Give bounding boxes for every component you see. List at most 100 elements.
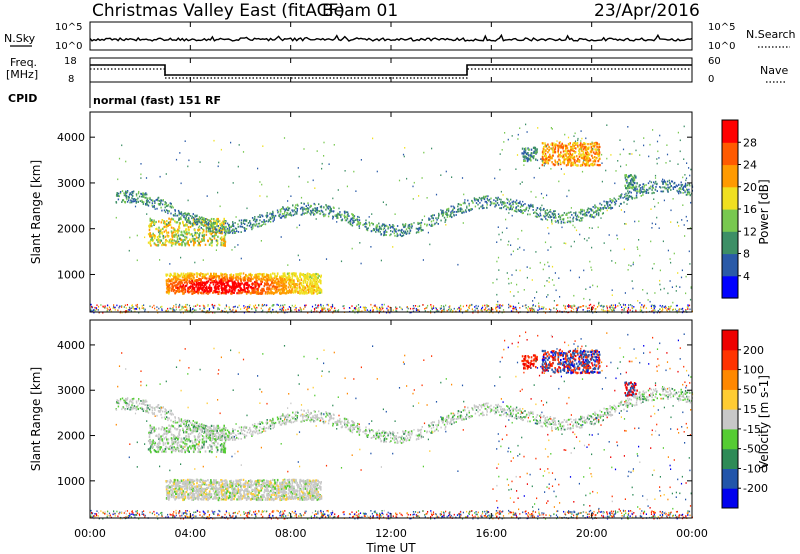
power-cell [186, 275, 189, 278]
power-cell [654, 182, 656, 185]
power-cell [202, 229, 205, 232]
power-cell [184, 290, 187, 294]
power-cell [177, 231, 179, 234]
power-cell [255, 292, 258, 295]
power-cell [348, 220, 350, 223]
power-cell [576, 164, 578, 167]
power-cell [147, 204, 150, 207]
power-cell [274, 214, 277, 217]
power-cell [324, 214, 326, 217]
power-cell [291, 309, 293, 312]
power-cell [631, 197, 633, 200]
power-cell [521, 204, 523, 207]
power-cell [469, 304, 471, 307]
power-cell [250, 226, 252, 229]
power-cell [266, 212, 268, 214]
power-cell [587, 156, 589, 159]
power-cell [237, 279, 239, 282]
power-cell [258, 304, 260, 307]
power-cell [169, 272, 172, 275]
power-cell [639, 302, 641, 304]
power-cell [554, 210, 556, 212]
power-cell [395, 309, 397, 312]
power-cell [304, 304, 306, 307]
power-cell [609, 308, 611, 310]
power-cell [504, 202, 506, 204]
power-cell [293, 279, 295, 282]
power-cell [172, 310, 174, 312]
power-cell [450, 205, 452, 208]
power-cell [169, 275, 171, 278]
power-cell [195, 218, 198, 221]
power-cell [496, 293, 498, 296]
power-cell [662, 182, 664, 185]
power-cell [285, 208, 287, 211]
power-cell [243, 290, 245, 293]
power-cell [351, 305, 353, 307]
power-cell [344, 212, 346, 214]
power-cell [236, 292, 238, 295]
power-cell [283, 309, 285, 312]
power-cell [168, 223, 170, 226]
power-cell [272, 272, 274, 275]
power-cell [341, 219, 343, 222]
power-cell [316, 292, 319, 295]
power-cell [165, 283, 168, 287]
power-cell [254, 216, 256, 218]
power-cell [287, 206, 289, 209]
power-cell [172, 286, 174, 289]
power-cell [373, 305, 375, 307]
power-cell [557, 146, 559, 149]
power-cell [317, 276, 319, 279]
power-cell [96, 308, 98, 311]
power-cell [196, 231, 198, 235]
power-cell [236, 273, 238, 276]
power-cell [386, 225, 388, 227]
power-cell [542, 209, 544, 211]
power-cell [574, 214, 577, 217]
power-cell [179, 279, 182, 282]
power-cell [131, 195, 134, 197]
power-cell [251, 274, 253, 277]
power-cell [417, 229, 420, 232]
power-cell [396, 307, 398, 310]
power-cell [572, 144, 575, 147]
power-cell [364, 309, 366, 311]
power-cell [279, 216, 282, 219]
power-cell [531, 152, 533, 155]
power-cell [208, 221, 210, 224]
power-cell [181, 287, 183, 290]
power-cell [311, 305, 314, 308]
power-cell [165, 309, 167, 312]
power-cell [521, 212, 524, 215]
power-cell [387, 305, 389, 308]
power-cell [100, 304, 102, 306]
power-cell [615, 200, 618, 202]
power-cell [197, 282, 200, 285]
power-cell [171, 238, 174, 241]
power-cell [201, 216, 203, 219]
power-cell [203, 233, 205, 236]
power-cell [179, 274, 182, 277]
power-cell [283, 215, 285, 217]
power-cell [198, 228, 201, 231]
power-cell [575, 155, 578, 158]
power-cell [205, 273, 207, 276]
power-cell [562, 218, 565, 221]
power-cell [192, 283, 194, 286]
power-cell [278, 214, 280, 216]
power-cell [244, 219, 246, 222]
power-cell [534, 146, 537, 149]
power-cell [530, 205, 532, 207]
power-cell [263, 285, 266, 288]
power-cell [617, 305, 619, 307]
power-cell [549, 155, 552, 158]
power-cell [477, 309, 479, 312]
power-cell [383, 227, 386, 229]
power-cell [405, 228, 408, 231]
power-cell [177, 209, 180, 212]
power-cell [161, 308, 163, 310]
power-cell [221, 229, 224, 232]
power-cell [555, 143, 557, 146]
power-cell [205, 286, 207, 289]
